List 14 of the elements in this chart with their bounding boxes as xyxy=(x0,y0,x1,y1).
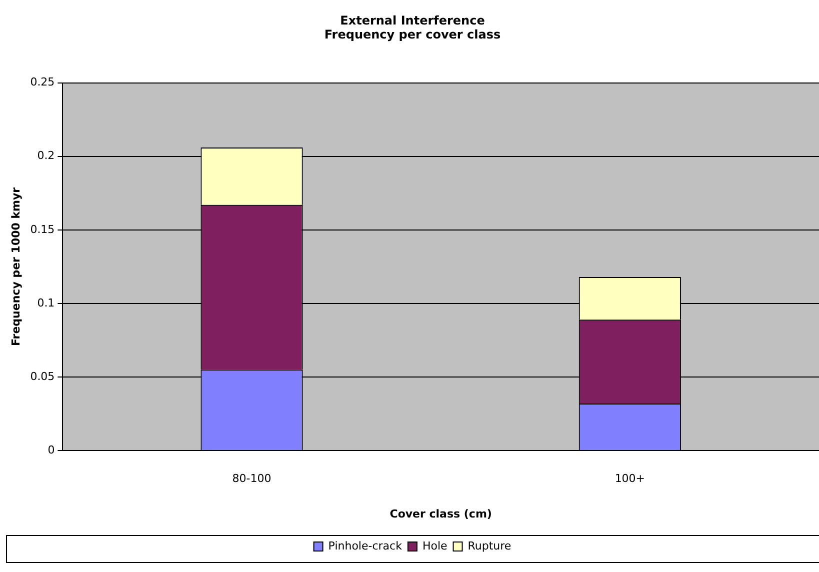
y-tick-label: 0.2 xyxy=(37,149,55,162)
y-tick-label: 0.15 xyxy=(30,222,55,236)
y-tick-label: 0 xyxy=(48,443,55,456)
y-tick-label: 0.1 xyxy=(37,296,55,310)
x-axis-title: Cover class (cm) xyxy=(390,507,492,520)
x-tick-label: 80-100 xyxy=(232,472,272,486)
legend-label: Hole xyxy=(422,539,448,552)
legend-label: Pinhole-crack xyxy=(328,539,403,552)
y-tick-label: 0.05 xyxy=(30,370,55,383)
legend-label: Rupture xyxy=(468,539,512,552)
y-axis-title: Frequency per 1000 kmyr xyxy=(9,186,22,346)
y-tick-label: 0.25 xyxy=(30,76,55,89)
chart-title: External Interference Frequency per cover class xyxy=(324,13,501,42)
x-tick-label: 100+ xyxy=(614,472,646,486)
